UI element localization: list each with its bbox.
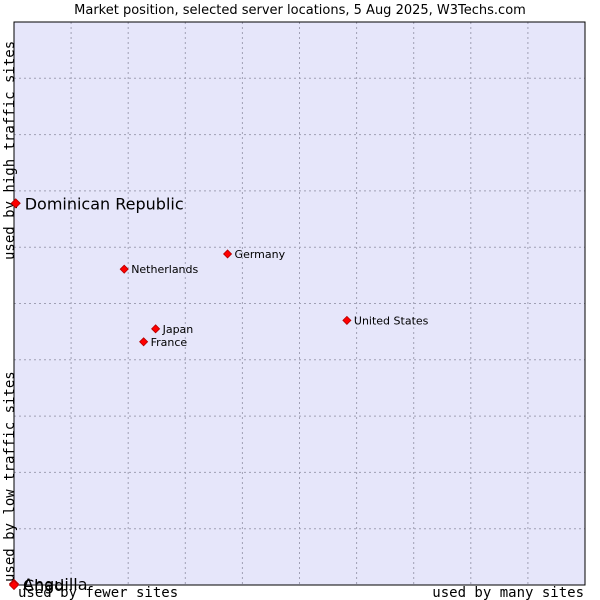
plot-border [13, 21, 586, 586]
x-axis-label-left: used by fewer sites [18, 585, 178, 600]
point-marker-dominican-republic [10, 198, 21, 209]
point-label-netherlands: Netherlands [131, 263, 198, 276]
point-marker-chad [8, 579, 20, 591]
point-marker-japan [151, 324, 161, 334]
point-label-france: France [151, 336, 188, 349]
x-axis-label-right: used by many sites [432, 585, 584, 600]
point-label-anguilla: Anguilla [23, 575, 88, 594]
point-label-japan: Japan [162, 323, 194, 336]
point-marker-netherlands [119, 264, 129, 274]
y-axis-label-top: used by high traffic sites [2, 41, 18, 260]
chart-title: Market position, selected server locatio… [74, 3, 526, 18]
point-marker-united-states [342, 315, 352, 325]
data-points: Dominican Republic Germany Netherlands Unit… [8, 194, 429, 595]
point-label-germany: Germany [235, 248, 286, 261]
point-marker-germany [222, 249, 233, 259]
grid-lines [14, 22, 585, 585]
point-label-chad: Chad [23, 576, 64, 595]
point-label-united-states: United States [354, 314, 429, 327]
point-label-dominican-republic: Dominican Republic [25, 194, 184, 213]
y-axis-label-bottom: used by low traffic sites [2, 371, 18, 582]
point-marker-france [139, 337, 149, 347]
